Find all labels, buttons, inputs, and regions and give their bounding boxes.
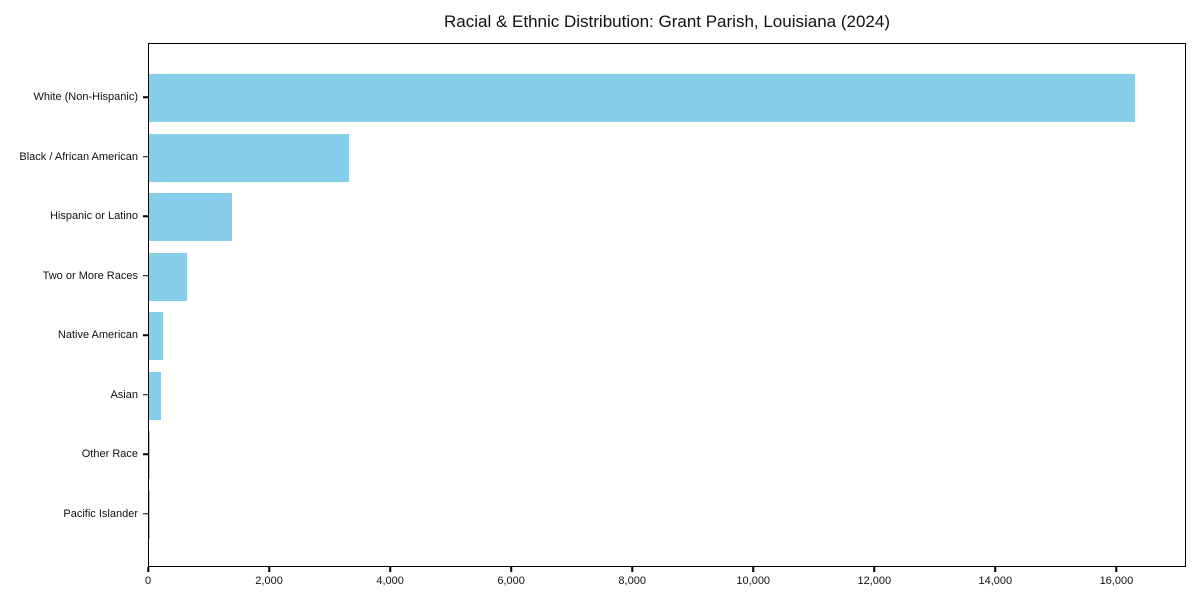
x-tick-mark (1115, 567, 1118, 572)
y-tick-label: Native American (57, 329, 138, 342)
x-tick-mark (389, 567, 391, 572)
bar (149, 312, 164, 361)
bar (149, 252, 188, 301)
x-tick-mark (752, 567, 754, 572)
y-tick-label: Black / African American (19, 150, 138, 163)
x-tick-mark (268, 567, 270, 572)
x-tick-label: 16,000 (1099, 575, 1134, 587)
x-tick-label: 12,000 (857, 575, 892, 587)
x-tick-label: 6,000 (497, 575, 525, 587)
y-tick-mark (143, 513, 148, 515)
x-tick-mark (873, 567, 876, 572)
y-tick-mark (143, 334, 148, 337)
x-tick-mark (994, 567, 997, 572)
x-tick-mark (147, 567, 149, 572)
x-tick-mark (631, 567, 633, 572)
bar (149, 193, 233, 242)
y-tick-label: Asian (110, 388, 138, 401)
x-tick-label: 4,000 (376, 575, 404, 587)
y-tick-mark (143, 155, 148, 158)
bar (149, 133, 349, 182)
y-tick-mark (143, 394, 148, 396)
x-tick-label: 0 (144, 575, 152, 587)
bar (149, 431, 150, 480)
y-tick-label: Other Race (81, 448, 138, 461)
y-tick-mark (143, 453, 148, 456)
y-tick-mark (143, 215, 148, 217)
y-tick-mark (143, 96, 148, 98)
bar (149, 371, 162, 420)
y-tick-label: Two or More Races (42, 269, 138, 282)
x-tick-label: 14,000 (978, 575, 1013, 587)
y-tick-mark (143, 274, 148, 277)
x-tick-label: 8,000 (618, 575, 646, 587)
y-tick-label: Pacific Islander (63, 507, 138, 520)
y-tick-label: White (Non-Hispanic) (33, 91, 138, 103)
bar (149, 74, 1136, 122)
plot-area (148, 43, 1186, 567)
x-tick-label: 10,000 (736, 575, 771, 587)
x-tick-label: 2,000 (255, 575, 283, 587)
x-tick-mark (510, 567, 512, 572)
y-tick-label: Hispanic or Latino (49, 210, 138, 223)
chart-title: Racial & Ethnic Distribution: Grant Pari… (444, 12, 890, 31)
